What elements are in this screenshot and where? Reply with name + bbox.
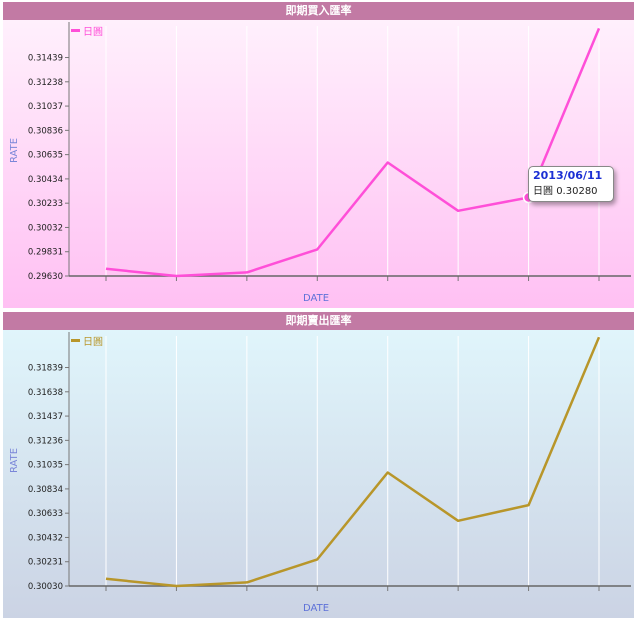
chart-title: 即期買入匯率 <box>3 2 634 20</box>
tooltip: 2013/06/11 日圓 0.30280 <box>528 166 614 202</box>
buy-rate-chart: 0.29630 0.29831 0.30032 0.30233 0.30434 0.306… <box>28 22 631 282</box>
sell-rate-panel: 即期賣出匯率 0.30030 0.30231 0.30432 0.30633 0.308… <box>3 312 634 618</box>
y-tick-label: 0.31035 <box>28 461 63 471</box>
y-tick-label: 0.30635 <box>28 151 63 161</box>
tooltip-date: 2013/06/11 <box>533 169 603 182</box>
y-tick-label: 0.29630 <box>28 272 63 282</box>
sell-rate-chart: 0.30030 0.30231 0.30432 0.30633 0.30834 0.310… <box>28 332 631 592</box>
series-line <box>105 27 601 278</box>
tooltip-value-row: 日圓 0.30280 <box>533 182 609 197</box>
y-tick-label: 0.31439 <box>28 54 63 64</box>
y-tick-label: 0.29831 <box>28 248 63 258</box>
y-tick-label: 0.31638 <box>28 388 63 398</box>
y-tick-label: 0.30834 <box>28 485 63 495</box>
y-axis-label: RATE <box>9 137 20 163</box>
legend-label: 日圓 <box>83 337 103 348</box>
y-tick-label: 0.31236 <box>28 436 63 446</box>
legend[interactable]: 日圓 <box>71 333 103 348</box>
legend[interactable]: 日圓 <box>71 23 103 38</box>
y-tick-label: 0.30233 <box>28 199 63 209</box>
buy-rate-plot: 0.29630 0.29831 0.30032 0.30233 0.30434 0.306… <box>3 20 634 308</box>
y-tick-label: 0.31437 <box>28 412 63 422</box>
y-axis-label: RATE <box>9 447 20 473</box>
y-tick-label: 0.30434 <box>28 175 63 185</box>
legend-swatch <box>71 29 80 32</box>
y-tick-label: 0.30836 <box>28 126 63 136</box>
x-axis-label: DATE <box>303 293 330 304</box>
y-tick-label: 0.30030 <box>28 582 63 592</box>
tooltip-value: 0.30280 <box>556 186 598 197</box>
y-tick-label: 0.31839 <box>28 364 63 374</box>
chart-title: 即期賣出匯率 <box>3 312 634 330</box>
y-tick-label: 0.31037 <box>28 102 63 112</box>
tooltip-series: 日圓 <box>533 186 553 197</box>
y-tick-label: 0.30231 <box>28 558 63 568</box>
y-tick-label: 0.30633 <box>28 509 63 519</box>
legend-swatch <box>71 339 80 342</box>
y-tick-label: 0.31238 <box>28 78 63 88</box>
buy-rate-panel: 即期買入匯率 0.29630 0.29831 0.30032 0.30233 0.304… <box>3 2 634 308</box>
y-tick-label: 0.30432 <box>28 533 63 543</box>
series-line <box>105 336 601 588</box>
legend-label: 日圓 <box>83 27 103 38</box>
sell-rate-plot: 0.30030 0.30231 0.30432 0.30633 0.30834 0.310… <box>3 330 634 618</box>
y-tick-label: 0.30032 <box>28 223 63 233</box>
x-axis-label: DATE <box>303 603 330 614</box>
